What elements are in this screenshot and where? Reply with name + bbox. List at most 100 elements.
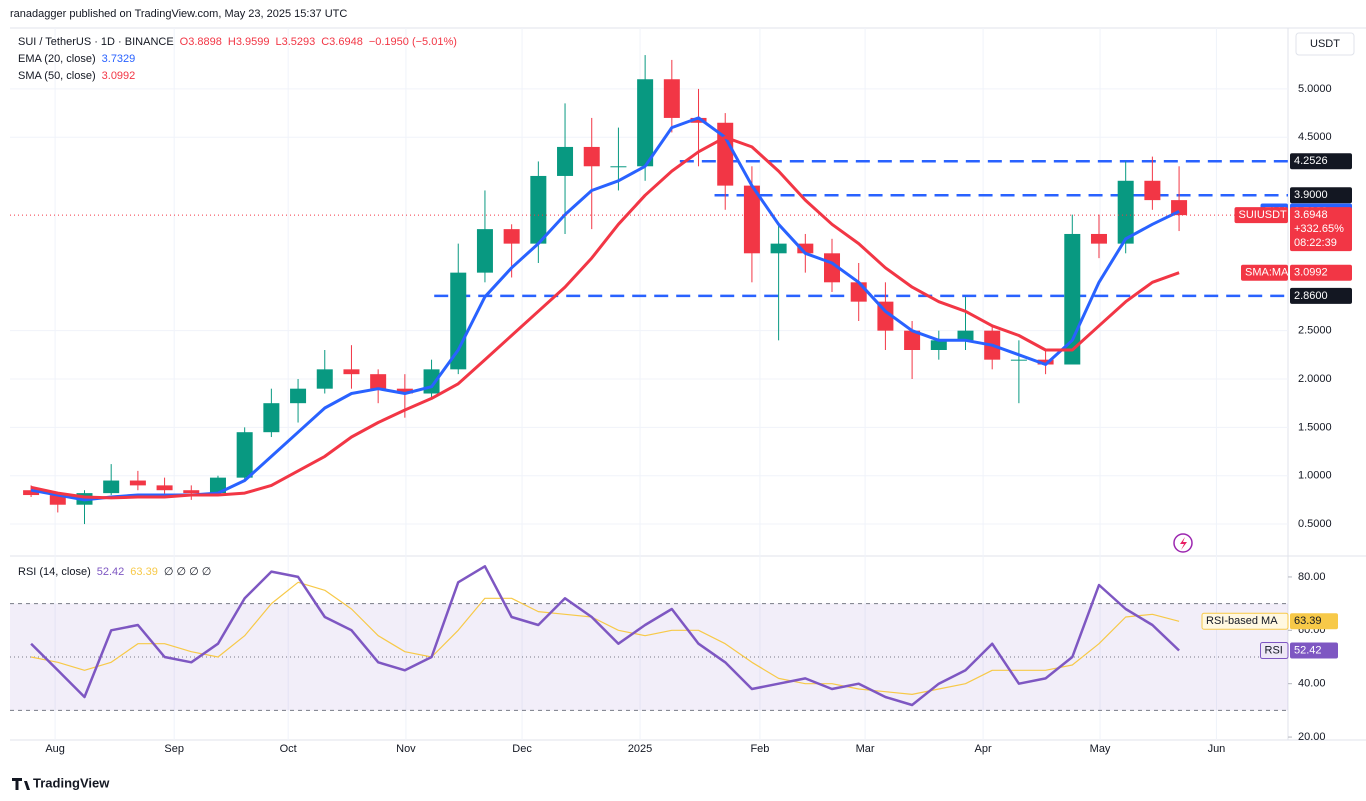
publisher: ranadagger published on TradingView.com,… (10, 8, 347, 20)
price-tag-label: +332.65% (1294, 223, 1344, 235)
price-tag-label: RSI (1265, 644, 1283, 656)
y-tick-label: 1.5000 (1298, 421, 1332, 433)
legend-title: RSI (14, close) (18, 566, 91, 578)
y-tick-label: 2.5000 (1298, 325, 1332, 337)
x-tick-label: Feb (750, 743, 769, 755)
x-tick-label: Apr (975, 743, 992, 755)
brand: TradingView (33, 775, 110, 790)
candle-body (1010, 359, 1027, 361)
unit[interactable]: USDT (1310, 38, 1340, 50)
price-tag (1290, 207, 1352, 252)
indicator-line (30, 135, 1180, 500)
x-tick-label: 2025 (628, 743, 652, 755)
legend-series-value: 3.7329 (102, 53, 136, 65)
price-tag-label: 3.0992 (1294, 267, 1328, 279)
legend-ohlc: O3.8898 (180, 36, 222, 48)
y-tick-label: 4.5000 (1298, 131, 1332, 143)
price-tag (1290, 264, 1352, 281)
candle-body (23, 490, 40, 496)
candle-body (209, 477, 226, 494)
x-tick-label: Jun (1208, 743, 1226, 755)
alert-icon[interactable] (1173, 533, 1193, 553)
legend-ohlc: H3.9599 (228, 36, 270, 48)
price-tag (1290, 287, 1352, 304)
candle-body (263, 403, 280, 433)
candle-body (476, 229, 493, 273)
price-tag-label: SMA:MA (1245, 267, 1289, 279)
y-tick-label: 1.0000 (1298, 470, 1332, 482)
x-tick-label: Mar (856, 743, 875, 755)
rsi-band (10, 603, 1288, 711)
price-tag (1290, 613, 1338, 630)
price-tag (1260, 642, 1289, 660)
candle-body (1117, 180, 1134, 244)
legend-ohlc: −0.1950 (−5.01%) (369, 36, 457, 48)
candle-body (1090, 233, 1107, 244)
legend-series-value: 63.39 (130, 566, 158, 578)
x-tick-label: Oct (280, 743, 297, 755)
y-tick-label: 20.00 (1298, 731, 1326, 743)
price-tag-label: RSI-based MA (1206, 615, 1278, 627)
candle-body (904, 330, 921, 351)
candle-body (236, 432, 253, 478)
legend-ohlc: L3.5293 (275, 36, 315, 48)
brand-logo (12, 778, 30, 790)
unit-button[interactable] (1295, 32, 1355, 56)
x-tick-label: Nov (396, 743, 416, 755)
price-tag-label: SUIUSDT (1239, 209, 1288, 221)
candle-body (743, 185, 760, 254)
y-tick-label: 0.5000 (1298, 518, 1332, 530)
legend-title: SUI / TetherUS · 1D · BINANCE (18, 36, 174, 48)
legend: RSI (14, close) 52.42 63.39 ∅ ∅ ∅ ∅ (18, 566, 211, 578)
candle-body (183, 490, 200, 494)
price-tag (1290, 642, 1338, 659)
price-tag-label: 08:22:39 (1294, 237, 1337, 249)
candle-body (450, 272, 467, 370)
y-tick-label: 80.00 (1298, 571, 1326, 583)
price-tag (1234, 207, 1288, 224)
alert-icon-bolt (1180, 537, 1187, 550)
price-tag-label: 63.39 (1294, 615, 1322, 627)
legend-extra: ∅ ∅ ∅ ∅ (164, 566, 212, 578)
candle-body (343, 369, 360, 375)
indicator-line (30, 581, 1180, 695)
x-tick-label: Sep (164, 743, 184, 755)
indicator-line (30, 565, 1180, 707)
y-tick-label: 40.00 (1298, 678, 1326, 690)
candle-body (957, 330, 974, 341)
candle-body (583, 146, 600, 167)
candle-body (1171, 200, 1188, 216)
candle-body (1144, 180, 1161, 201)
candle-body (370, 374, 387, 389)
candle-body (49, 495, 66, 505)
legend-series-name: EMA (20, close) (18, 53, 96, 65)
price-tag (1241, 264, 1288, 281)
y-tick-label: 2.0000 (1298, 373, 1332, 385)
y-tick-label: 5.0000 (1298, 83, 1332, 95)
x-tick-label: Aug (45, 743, 65, 755)
legend: SUI / TetherUS · 1D · BINANCE O3.8898 H3.9… (18, 36, 457, 48)
price-tag (1290, 153, 1352, 170)
candle-body (690, 117, 707, 123)
candle-body (129, 480, 146, 486)
candle-body (663, 79, 680, 118)
legend-series: EMA (20, close) 3.7329 (18, 53, 135, 65)
candle-body (396, 388, 413, 394)
price-tag-label: 52.42 (1294, 644, 1322, 656)
candle-body (610, 166, 627, 168)
candle-body (770, 243, 787, 254)
candle-body (156, 485, 173, 491)
price-tag (1290, 187, 1352, 204)
candle-body (1037, 359, 1054, 365)
candle-body (290, 388, 307, 404)
price-tag-label: 2.8600 (1294, 290, 1328, 302)
candle-body (557, 146, 574, 176)
price-tag-label: 4.2526 (1294, 155, 1328, 167)
legend-series: SMA (50, close) 3.0992 (18, 70, 135, 82)
legend-series-name: SMA (50, close) (18, 70, 96, 82)
candle-body (530, 175, 547, 244)
x-tick-label: May (1090, 743, 1111, 755)
price-tag-label: 3.6948 (1294, 209, 1328, 221)
candle-body (637, 79, 654, 167)
candle-body (316, 369, 333, 389)
